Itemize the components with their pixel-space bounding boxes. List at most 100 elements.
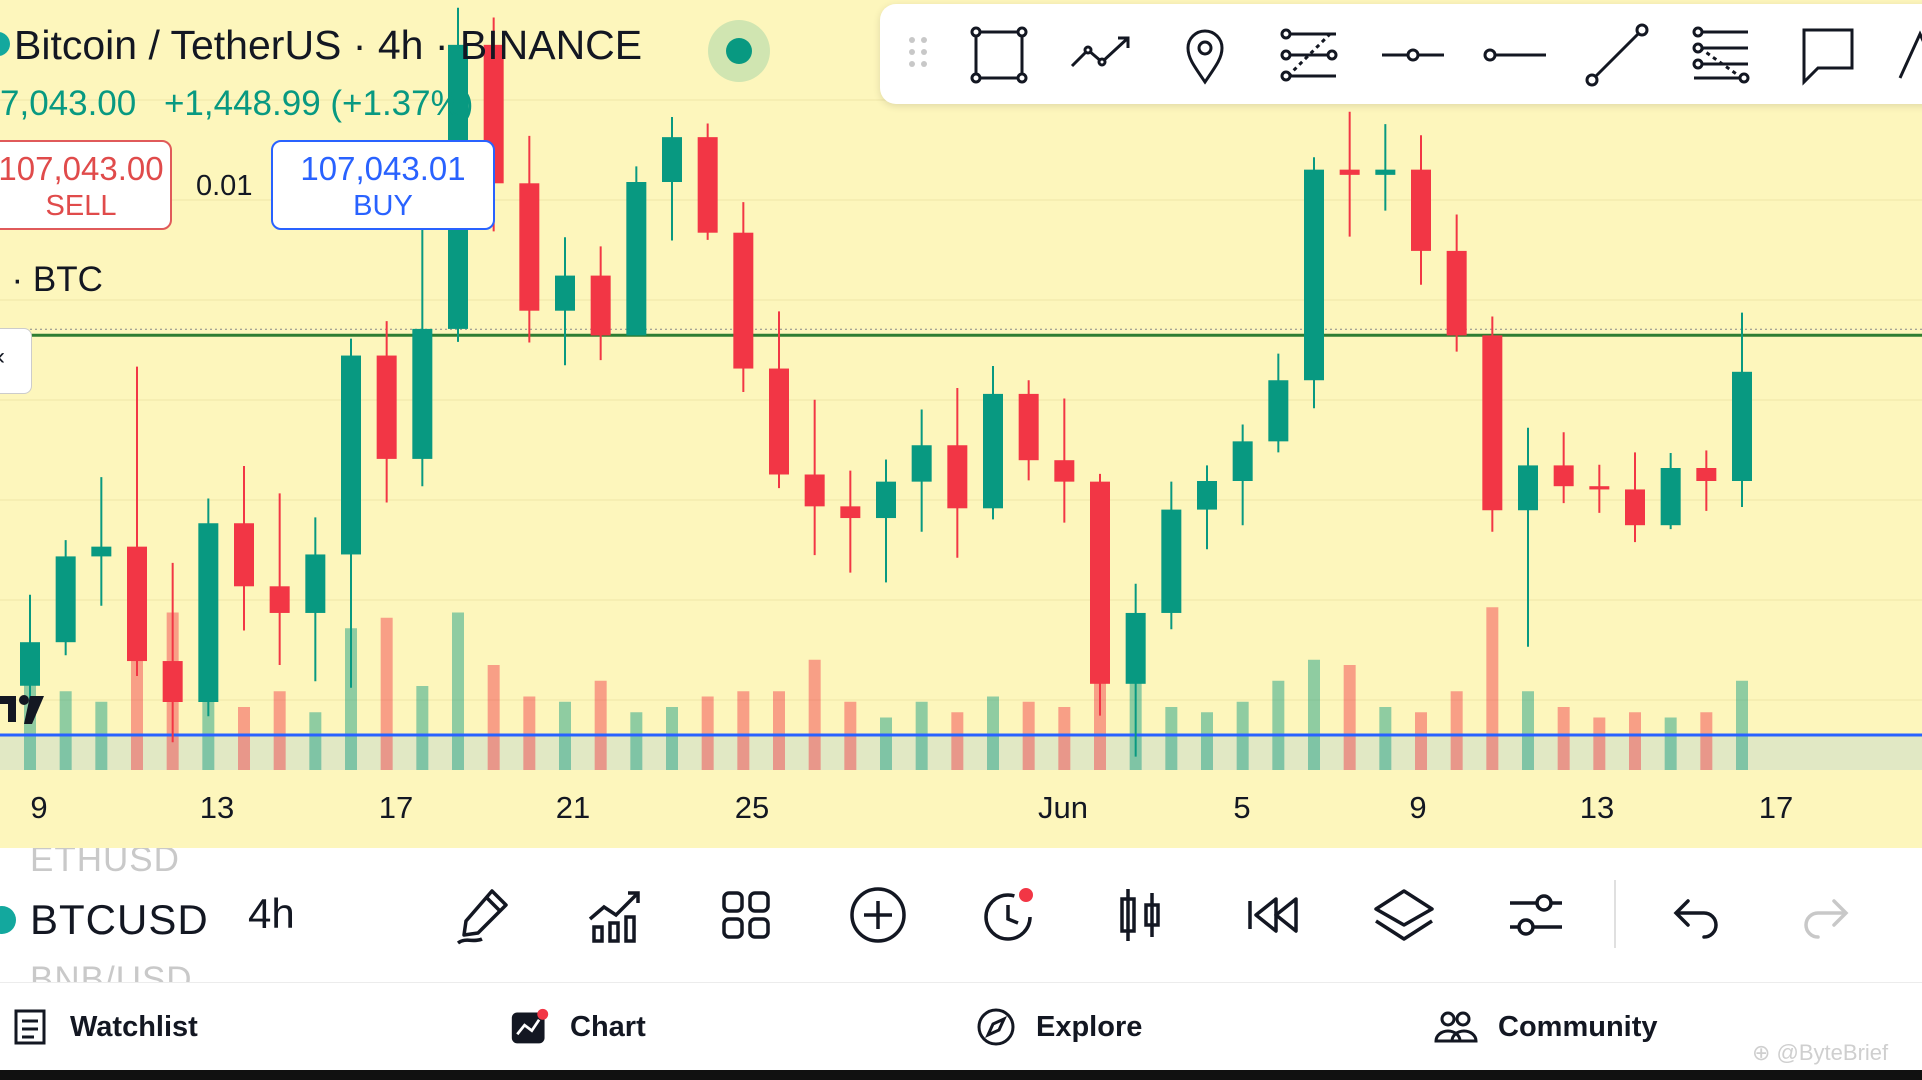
volume-bar	[487, 665, 500, 770]
symbol-picker-prev[interactable]: ETHUSD	[30, 848, 180, 879]
candle-body	[1161, 509, 1182, 613]
volume-bar	[131, 659, 143, 770]
price-summary: 7,043.00 +1,448.99 (+1.37%)	[0, 84, 491, 124]
candle-body	[91, 546, 112, 557]
candle-body	[1090, 481, 1110, 684]
replay-icon[interactable]	[1240, 883, 1304, 947]
live-dot-icon	[726, 38, 752, 64]
nav-community-label: Community	[1498, 1010, 1658, 1043]
nav-explore[interactable]: Explore	[976, 983, 1142, 1071]
volume-bar	[59, 691, 72, 770]
x-tick-label: 17	[378, 790, 414, 825]
chart-area[interactable]: Bitcoin / TetherUS · 4h · BINANCE 7,043.…	[0, 0, 1922, 848]
volume-bar	[630, 712, 643, 770]
nav-watchlist[interactable]: Watchlist	[10, 983, 198, 1071]
callout-icon[interactable]	[1790, 20, 1860, 90]
candle-body	[376, 355, 397, 459]
candle-body	[1553, 465, 1574, 487]
watermark: ⊕ @ByteBrief	[1752, 1040, 1889, 1065]
candle-body	[626, 182, 647, 336]
candle-body	[840, 506, 861, 519]
quantity-label[interactable]: l · BTC	[0, 260, 103, 299]
pin-icon[interactable]	[1170, 20, 1240, 90]
spread-value: 0.01	[196, 170, 253, 202]
candle-body	[305, 554, 326, 613]
pitchfork-icon[interactable]	[1274, 20, 1344, 90]
volume-bar	[1058, 707, 1071, 770]
nav-community[interactable]: Community	[1432, 983, 1658, 1071]
candle-body	[1482, 335, 1503, 511]
candle-body	[1125, 612, 1146, 684]
buy-button[interactable]: 107,043.01 BUY	[271, 140, 495, 230]
horizontal-ray-icon[interactable]	[1378, 20, 1448, 90]
x-tick-label: 9	[1409, 790, 1427, 825]
volume-bar	[1593, 717, 1606, 770]
toolbar-divider	[1614, 880, 1616, 948]
buy-label: BUY	[353, 190, 413, 222]
sell-price: 107,043.00	[0, 150, 164, 187]
volume-bar	[951, 712, 964, 770]
candle-body	[1696, 468, 1717, 481]
volume-baseline-band	[0, 735, 1922, 770]
candle-body	[198, 523, 219, 702]
fib-retracement-icon[interactable]	[1686, 20, 1756, 90]
volume-bar	[808, 659, 821, 770]
candle-body	[162, 661, 183, 702]
volume-bar	[1201, 712, 1213, 770]
indicators-icon[interactable]	[584, 883, 648, 947]
watchlist-icon	[14, 1009, 46, 1045]
price-change: +1,448.99 (+1.37%)	[163, 84, 474, 123]
volume-bar	[1700, 712, 1713, 770]
candle-body	[1732, 371, 1752, 481]
alarm-icon[interactable]	[976, 883, 1040, 947]
candles-icon[interactable]	[1108, 883, 1172, 947]
price-chart[interactable]	[0, 0, 1922, 848]
drag-handle-icon[interactable]	[906, 34, 932, 74]
x-tick-label: 17	[1758, 790, 1794, 825]
volume-bar	[1165, 707, 1178, 770]
layers-icon[interactable]	[1372, 883, 1436, 947]
volume-bar	[1557, 707, 1570, 770]
grid-icon[interactable]	[714, 883, 778, 947]
volume-bar	[309, 712, 322, 770]
plus-circle-icon[interactable]	[846, 883, 910, 947]
sell-label: SELL	[45, 190, 117, 222]
nav-explore-label: Explore	[1036, 1010, 1143, 1043]
candle-body	[269, 586, 290, 613]
candle-body	[1625, 489, 1645, 526]
collapse-panel-button[interactable]: ‹	[0, 328, 32, 394]
undo-icon[interactable]	[1662, 883, 1726, 947]
chart-icon	[511, 1008, 549, 1044]
volume-bar	[1736, 680, 1748, 770]
pencil-icon[interactable]	[452, 883, 516, 947]
rectangle-icon[interactable]	[964, 20, 1034, 90]
nav-chart[interactable]: Chart	[510, 983, 646, 1071]
symbol-picker-current[interactable]: BTCUSD	[30, 896, 209, 943]
volume-bar	[202, 696, 215, 770]
sell-button[interactable]: 107,043.00 SELL	[0, 140, 172, 230]
volume-bar	[380, 617, 393, 770]
volume-bar	[1450, 691, 1463, 770]
trend-line-icon[interactable]	[1582, 20, 1652, 90]
settings-sliders-icon[interactable]	[1504, 883, 1568, 947]
volume-bar	[523, 696, 536, 770]
volume-bar	[416, 686, 429, 770]
candle-body	[662, 137, 682, 182]
candle-body	[234, 523, 254, 587]
triangle-icon[interactable]	[1890, 20, 1922, 90]
candle-body	[876, 481, 896, 519]
volume-bar	[880, 717, 892, 770]
x-tick-label: 5	[1233, 790, 1251, 825]
volume-bar	[737, 691, 750, 770]
x-tick-label: 13	[199, 790, 235, 825]
symbol-picker-next[interactable]: BNB/USD	[30, 960, 193, 982]
chevron-left-icon: ‹	[0, 343, 5, 371]
candle-body	[1268, 380, 1289, 442]
candle-body	[1339, 169, 1360, 175]
path-icon[interactable]	[1066, 20, 1136, 90]
volume-bar	[773, 691, 785, 770]
interval-selector[interactable]: 4h	[248, 890, 295, 937]
symbol-title[interactable]: Bitcoin / TetherUS · 4h · BINANCE	[14, 22, 643, 68]
volume-bar	[1272, 680, 1285, 770]
horizontal-line-icon[interactable]	[1480, 20, 1550, 90]
